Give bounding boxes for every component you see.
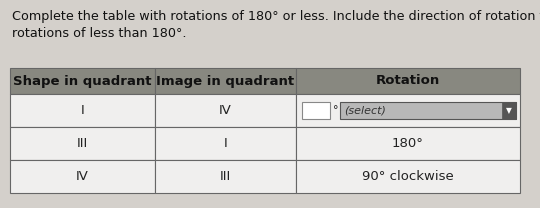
Text: ▼: ▼: [506, 106, 512, 115]
Text: 180°: 180°: [392, 137, 424, 150]
Text: III: III: [220, 170, 231, 183]
Text: (select): (select): [345, 105, 387, 115]
Bar: [156, 68, 295, 94]
Text: Complete the table with rotations of 180° or less. Include the direction of rota: Complete the table with rotations of 180…: [12, 10, 540, 23]
Text: Shape in quadrant: Shape in quadrant: [14, 74, 152, 88]
Bar: [10, 127, 156, 160]
Bar: [295, 160, 520, 193]
Bar: [156, 94, 295, 127]
Text: III: III: [77, 137, 89, 150]
Text: rotations of less than 180°.: rotations of less than 180°.: [12, 27, 186, 40]
Bar: [295, 68, 520, 94]
Bar: [10, 160, 156, 193]
Text: 90° clockwise: 90° clockwise: [362, 170, 454, 183]
Text: Image in quadrant: Image in quadrant: [157, 74, 294, 88]
Bar: [295, 127, 520, 160]
Text: Rotation: Rotation: [376, 74, 440, 88]
Bar: [340, 102, 516, 119]
Text: I: I: [81, 104, 85, 117]
Bar: [302, 102, 329, 119]
Bar: [10, 68, 156, 94]
Text: IV: IV: [76, 170, 89, 183]
Text: IV: IV: [219, 104, 232, 117]
Bar: [502, 102, 516, 119]
Bar: [156, 160, 295, 193]
Bar: [156, 127, 295, 160]
Bar: [295, 94, 520, 127]
Text: I: I: [224, 137, 227, 150]
Bar: [10, 94, 156, 127]
Text: °: °: [333, 105, 338, 115]
